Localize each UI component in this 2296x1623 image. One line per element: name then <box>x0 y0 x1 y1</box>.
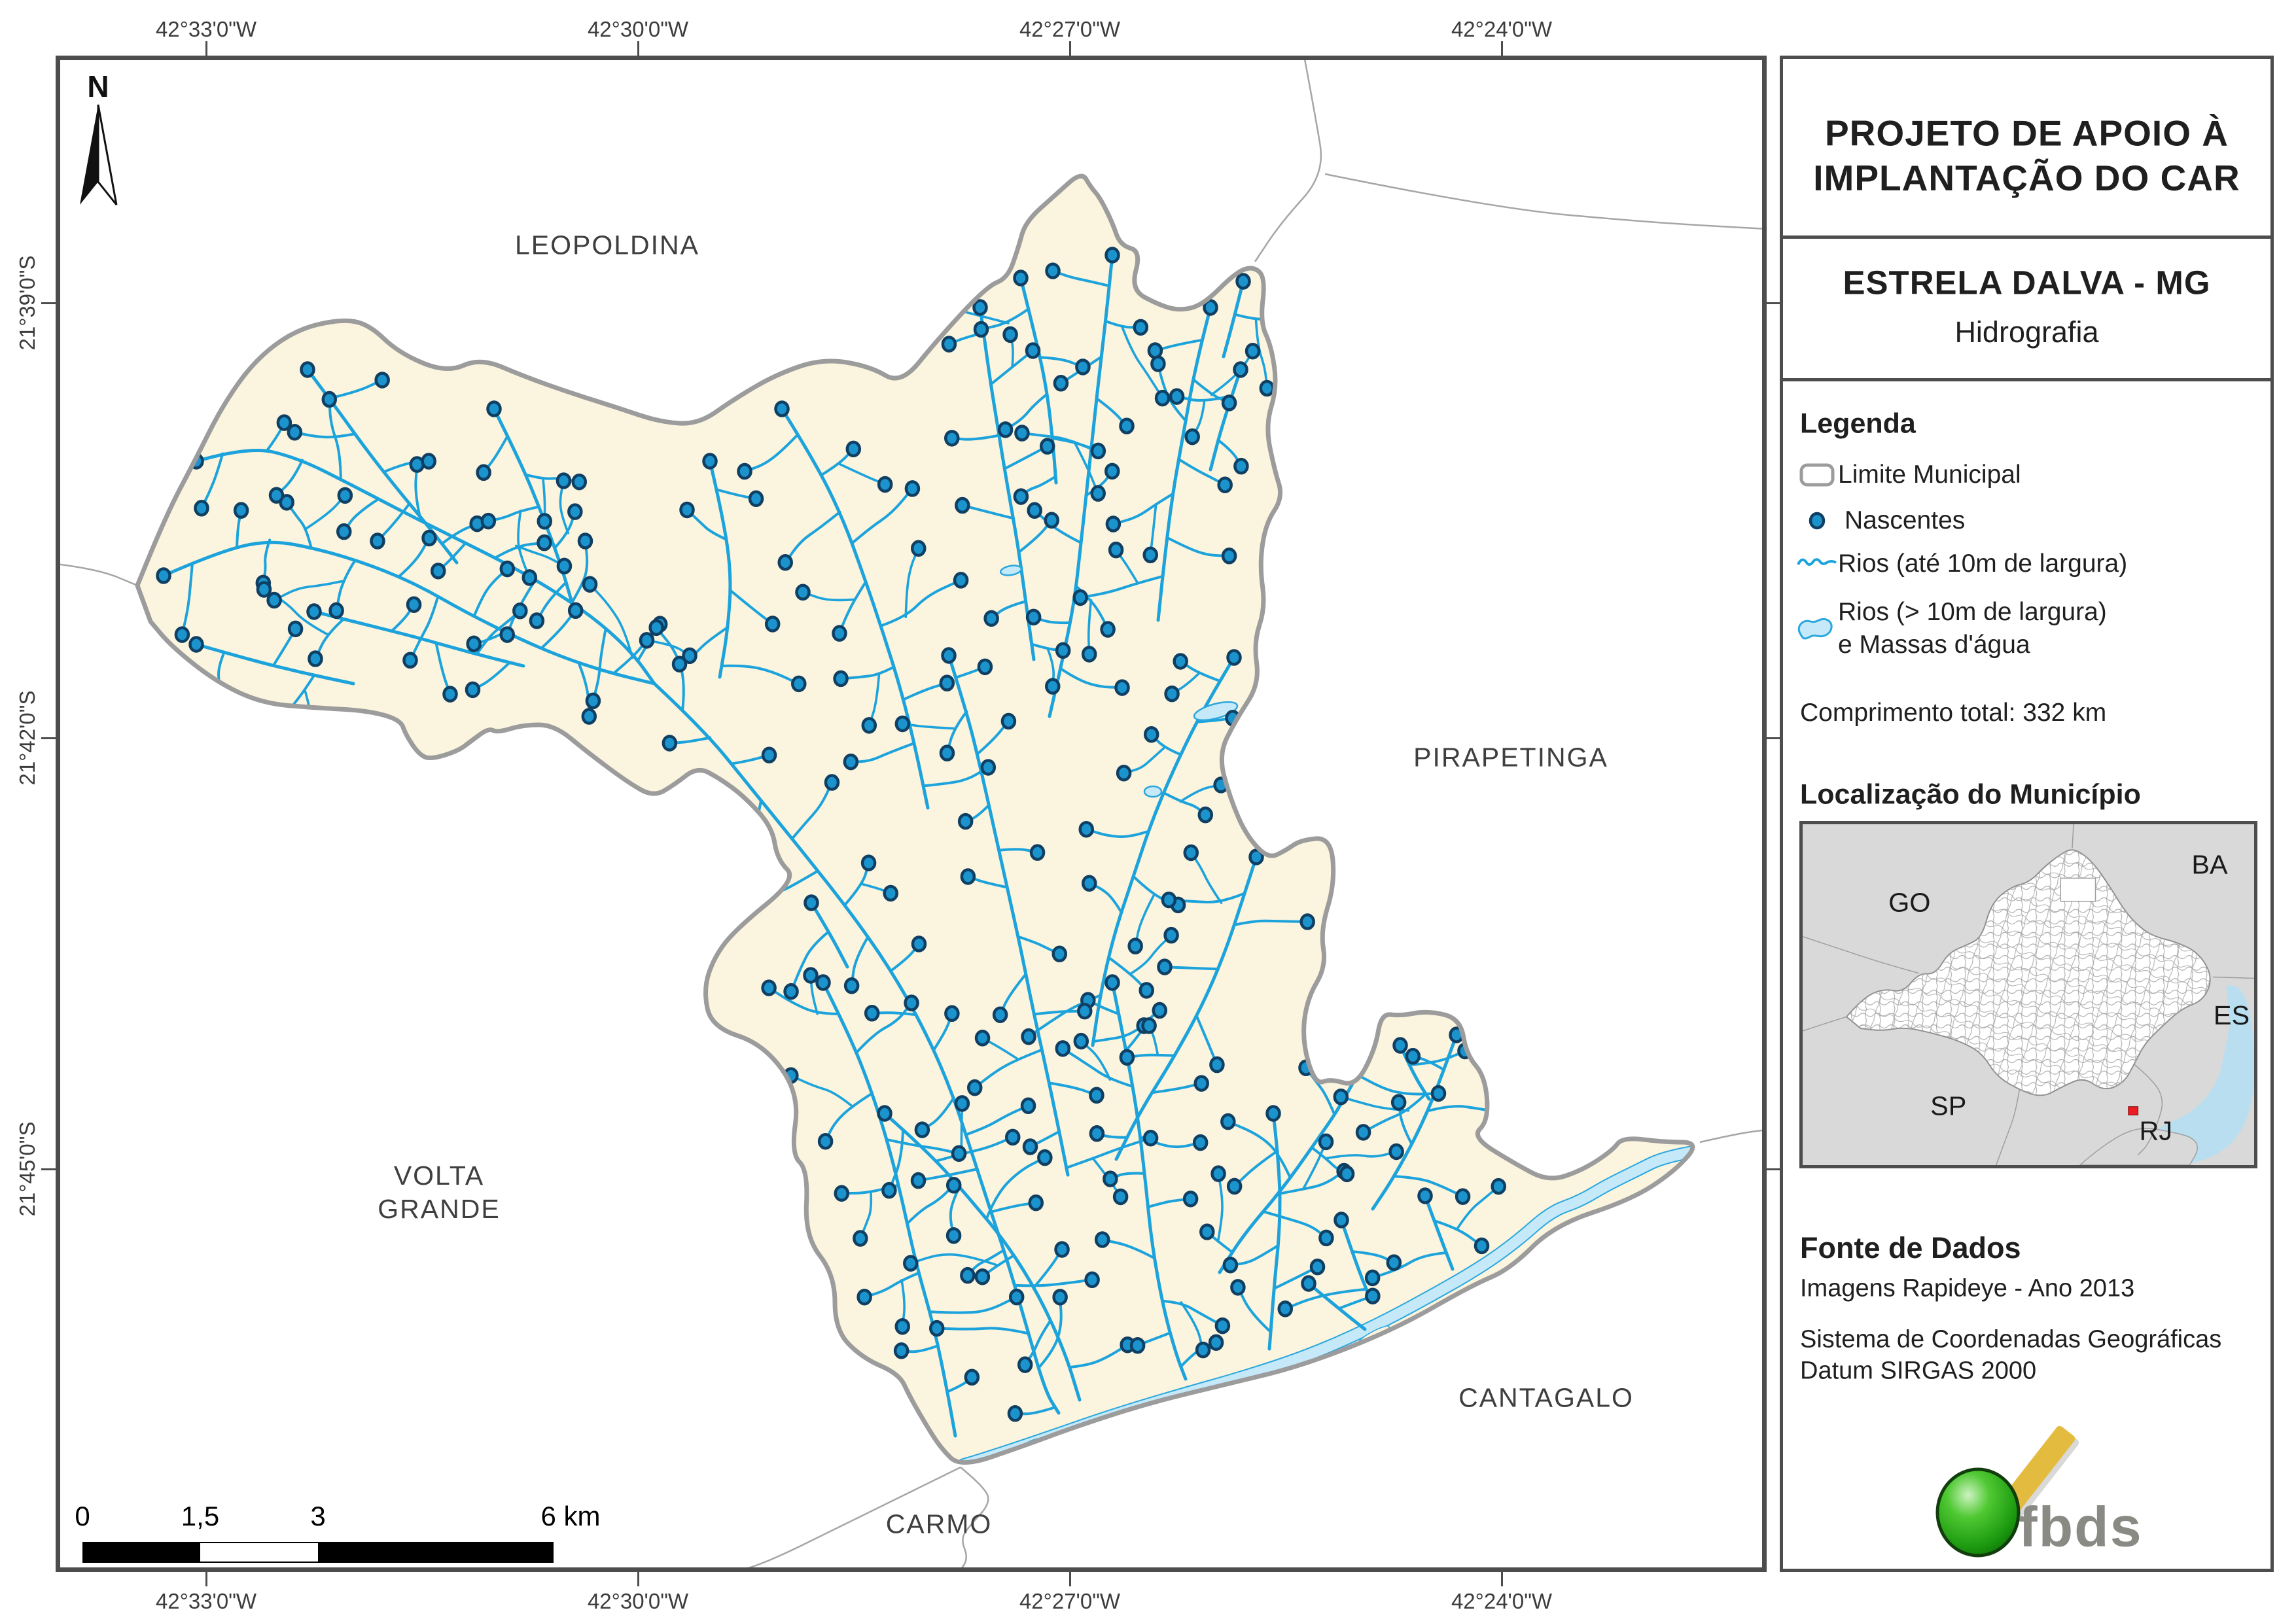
inset-state-label-sp: SP <box>1930 1091 1966 1121</box>
project-title-line2: IMPLANTAÇÃO DO CAR <box>1813 158 2240 198</box>
longitude-tick-bottom <box>637 1572 639 1586</box>
inset-municipality-marker <box>2128 1106 2139 1115</box>
map-theme: Hidrografia <box>1954 315 2099 349</box>
neighbor-label-cantagalo: CANTAGALO <box>1458 1382 1634 1413</box>
legend-rios-icon <box>1797 558 1837 566</box>
neighbor-label-leopoldina: LEOPOLDINA <box>514 230 700 260</box>
neighbor-label-pirapetinga: PIRAPETINGA <box>1413 742 1608 773</box>
longitude-label-bottom-3: 42°24'0"W <box>1451 1589 1553 1613</box>
longitude-tick-bottom <box>205 1572 207 1586</box>
inset-state-label-rj: RJ <box>2140 1116 2173 1146</box>
longitude-tick-bottom <box>1069 1572 1071 1586</box>
location-heading: Localização do Município <box>1800 778 2141 811</box>
longitude-tick-top <box>205 41 207 56</box>
legend-nascentes-icon <box>1809 512 1826 530</box>
north-label: N <box>87 71 109 103</box>
longitude-label-top-2: 42°27'0"W <box>1019 17 1121 41</box>
main-map <box>56 56 1767 1572</box>
north-arrow: N <box>80 71 118 205</box>
total-length: Comprimento total: 332 km <box>1800 699 2107 727</box>
panel-divider-2 <box>1783 378 2270 381</box>
scale-label-1: 1,5 <box>181 1501 220 1531</box>
north-arrow-left-half <box>80 105 98 205</box>
latitude-tick-left <box>41 1168 56 1170</box>
longitude-label-top-0: 42°33'0"W <box>155 17 257 41</box>
inset-state-label-go: GO <box>1888 888 1930 918</box>
legend-nascentes-label: Nascentes <box>1845 506 1966 534</box>
inset-enclave <box>2060 877 2096 902</box>
legend-limite-label: Limite Municipal <box>1838 461 2021 489</box>
latitude-tick-right <box>1767 302 1780 304</box>
legend-massas-icon <box>1797 618 1833 640</box>
inset-rj-land <box>2079 1128 2198 1165</box>
river-network <box>162 253 1514 1438</box>
legend-limite-icon <box>1799 463 1835 487</box>
longitude-label-bottom-2: 42°27'0"W <box>1019 1589 1121 1613</box>
municipality-polygon <box>137 176 1693 1463</box>
longitude-label-top-3: 42°24'0"W <box>1451 17 1553 41</box>
latitude-tick-left <box>41 737 56 739</box>
longitude-label-top-1: 42°30'0"W <box>587 17 689 41</box>
longitude-label-bottom-0: 42°33'0"W <box>155 1589 257 1613</box>
latitude-tick-left <box>41 302 56 304</box>
pond <box>999 565 1023 576</box>
pond <box>1143 785 1163 798</box>
nascentes-dots <box>156 247 1506 1422</box>
municipality-name: ESTRELA DALVA - MG <box>1843 264 2211 302</box>
scale-bar-white-segment <box>200 1543 318 1562</box>
legend-massas-label: Rios (> 10m de largura) <box>1838 598 2107 626</box>
latitude-label-left-0: 21°39'0"S <box>15 255 39 351</box>
source-heading: Fonte de Dados <box>1800 1231 2021 1265</box>
legend-massas-label2: e Massas d'água <box>1838 631 2030 659</box>
project-title-line1: PROJETO DE APOIO À <box>1824 113 2229 154</box>
legend-heading: Legenda <box>1800 408 1916 440</box>
longitude-label-bottom-1: 42°30'0"W <box>587 1589 689 1613</box>
scale-bar <box>82 1542 554 1563</box>
legend-rios-label: Rios (até 10m de largura) <box>1838 550 2128 578</box>
neighbor-label-carmo: CARMO <box>885 1509 993 1539</box>
north-arrow-right-half <box>97 104 118 205</box>
longitude-tick-top <box>1500 41 1503 56</box>
scale-label-3: 6 km <box>540 1501 601 1531</box>
latitude-label-left-2: 21°45'0"S <box>15 1121 39 1217</box>
neighbor-label-volta-grande: VOLTA GRANDE <box>378 1160 501 1224</box>
pond <box>1193 701 1239 722</box>
longitude-tick-top <box>637 41 639 56</box>
scale-label-2: 3 <box>310 1501 326 1531</box>
fbds-logo-text: fbds <box>2019 1495 2143 1559</box>
longitude-tick-bottom <box>1500 1572 1503 1586</box>
latitude-tick-right <box>1767 1168 1780 1170</box>
inset-ocean <box>2091 985 2254 1165</box>
logo-green-sphere <box>1935 1467 2021 1558</box>
location-inset-map: GO BA ES SP RJ <box>1799 821 2257 1168</box>
inset-state-label-es: ES <box>2214 1000 2250 1030</box>
latitude-label-left-1: 21°42'0"S <box>15 690 39 786</box>
source-line-2: Sistema de Coordenadas Geográficas <box>1800 1325 2222 1353</box>
panel-divider-1 <box>1783 236 2270 239</box>
scale-label-0: 0 <box>75 1501 90 1531</box>
source-line-1: Imagens Rapideye - Ano 2013 <box>1800 1274 2135 1302</box>
info-panel: PROJETO DE APOIO À IMPLANTAÇÃO DO CAR ES… <box>1780 56 2274 1572</box>
inset-state-label-ba: BA <box>2191 850 2228 880</box>
fbds-logo <box>1935 1425 2079 1558</box>
municipality-boundary <box>135 173 1695 1465</box>
longitude-tick-top <box>1069 41 1071 56</box>
source-line-3: Datum SIRGAS 2000 <box>1800 1357 2037 1385</box>
latitude-tick-right <box>1767 737 1780 739</box>
logo-yellow-bar <box>2000 1425 2075 1514</box>
